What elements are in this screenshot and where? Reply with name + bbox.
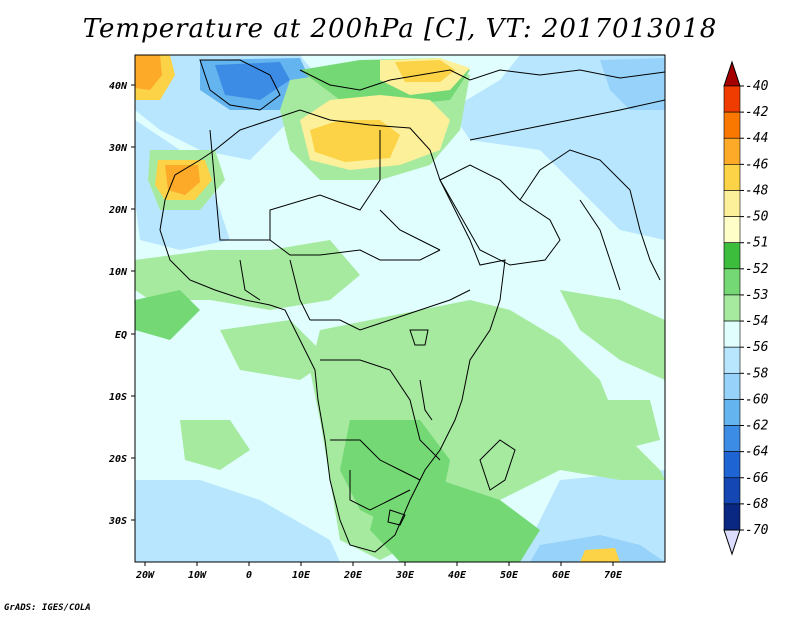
colorbar-label: -46 <box>745 157 769 172</box>
colorbar-box <box>723 85 741 113</box>
latitude-labels: 40N 30N 20N 10N EQ 10S 20S 30S <box>108 81 128 527</box>
colorbar-label: -60 <box>745 392 769 407</box>
lon-label: 50E <box>500 570 519 581</box>
colorbar-top-triangle <box>723 60 741 87</box>
colorbar-label: -70 <box>745 523 769 538</box>
colorbar-label: -54 <box>745 314 768 329</box>
map-title: Temperature at 200hPa [C], VT: 201701301… <box>82 14 718 44</box>
colorbar-label: -52 <box>745 262 769 277</box>
colorbar-box <box>723 242 741 270</box>
colorbar-box <box>723 346 741 374</box>
map-frame <box>134 54 666 563</box>
colorbar-box <box>723 268 741 296</box>
axis-ticks <box>131 84 614 566</box>
colorbar-box <box>723 320 741 348</box>
lon-label: 10W <box>188 570 207 581</box>
lat-label: 20S <box>108 454 127 465</box>
colorbar-label: -68 <box>745 497 769 512</box>
colorbar-label: -48 <box>745 183 769 198</box>
colorbar-box <box>723 164 741 191</box>
temperature-field <box>135 55 665 562</box>
lon-label: 40E <box>448 570 467 581</box>
grads-credit: GrADS: IGES/COLA <box>4 603 91 613</box>
colorbar-label: -40 <box>745 79 769 94</box>
colorbar: -40 -42 -44 -46 -48 -50 -51 -52 -53 -54 -56 -58 -60 -… <box>723 60 769 556</box>
longitude-labels: 20W 10W 0 10E 20E 30E 40E 50E 60E 70E <box>135 570 623 581</box>
lon-label: 20E <box>343 570 363 581</box>
lon-label: 60E <box>552 570 571 581</box>
lon-label: 10E <box>292 570 311 581</box>
lon-label: 30E <box>395 570 415 581</box>
colorbar-box <box>723 425 741 452</box>
colorbar-label: -64 <box>745 445 768 460</box>
lat-label: 30N <box>108 143 128 154</box>
lat-label: 10S <box>109 392 127 403</box>
colorbar-label: -58 <box>745 366 769 381</box>
colorbar-box <box>723 111 741 139</box>
lat-label: 40N <box>109 81 128 92</box>
lat-label: 30S <box>108 516 127 527</box>
colorbar-label: -42 <box>745 105 769 120</box>
colorbar-label: -56 <box>745 340 769 355</box>
colorbar-label: -50 <box>745 210 769 225</box>
colorbar-box <box>723 294 741 322</box>
colorbar-box <box>723 451 741 479</box>
colorbar-box <box>723 477 741 505</box>
colorbar-label: -66 <box>745 471 769 486</box>
colorbar-label: -62 <box>745 419 769 434</box>
lon-label: 20W <box>135 570 155 581</box>
colorbar-bottom-triangle <box>723 529 741 556</box>
coastlines <box>159 59 665 553</box>
lat-label: 20N <box>108 205 128 216</box>
colorbar-label: -51 <box>745 236 768 251</box>
lat-label: 10N <box>109 267 128 278</box>
colorbar-box <box>723 503 741 531</box>
colorbar-box <box>723 372 741 400</box>
lon-label: 70E <box>604 570 623 581</box>
colorbar-box <box>723 399 741 426</box>
colorbar-label: -53 <box>745 288 768 303</box>
lon-label: 0 <box>246 570 252 581</box>
colorbar-box <box>723 216 741 244</box>
colorbar-box <box>723 190 741 217</box>
colorbar-box <box>723 137 741 165</box>
colorbar-label: -44 <box>745 131 768 146</box>
lat-label: EQ <box>115 330 127 341</box>
